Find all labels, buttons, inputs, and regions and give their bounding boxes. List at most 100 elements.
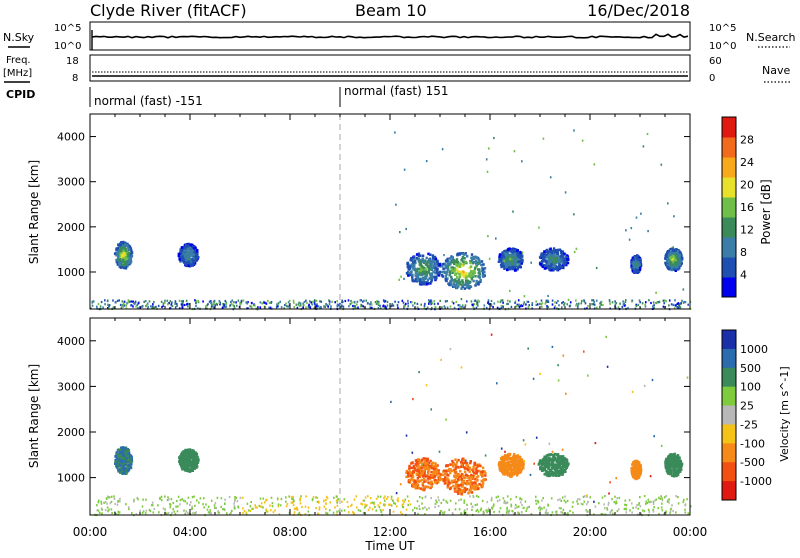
heatmap-cell xyxy=(514,472,516,475)
heatmap-cell xyxy=(519,306,521,308)
heatmap-cell xyxy=(305,306,307,308)
heatmap-cell xyxy=(639,258,641,261)
heatmap-cell xyxy=(450,284,452,287)
heatmap-cell xyxy=(687,304,689,306)
heatmap-cell xyxy=(104,303,106,305)
heatmap-cell xyxy=(507,453,509,456)
heatmap-cell xyxy=(450,486,452,489)
heatmap-cell xyxy=(435,268,437,271)
heatmap-cell xyxy=(424,305,426,307)
heatmap-cell xyxy=(350,303,352,305)
heatmap-cell xyxy=(434,475,436,478)
heatmap-cell xyxy=(119,464,121,467)
heatmap-cell xyxy=(394,131,396,133)
heatmap-cell xyxy=(602,304,604,306)
heatmap-cell xyxy=(549,463,551,466)
heatmap-cell xyxy=(596,300,598,302)
heatmap-cell xyxy=(498,258,500,261)
heatmap-cell xyxy=(420,270,422,273)
heatmap-cell xyxy=(541,469,543,472)
heatmap-cell xyxy=(473,306,475,308)
heatmap-cell xyxy=(465,273,467,276)
heatmap-cell xyxy=(556,257,558,260)
heatmap-cell xyxy=(230,301,232,303)
heatmap-cell xyxy=(506,254,508,257)
heatmap-cell xyxy=(459,470,461,473)
heatmap-cell xyxy=(420,474,422,477)
heatmap-cell xyxy=(300,302,302,304)
heatmap-cell xyxy=(422,277,424,280)
heatmap-cell xyxy=(456,301,458,303)
heatmap-cell xyxy=(487,235,489,237)
heatmap-cell xyxy=(152,303,154,305)
heatmap-cell xyxy=(514,150,516,152)
heatmap-cell xyxy=(544,267,546,270)
heatmap-cell xyxy=(635,477,637,480)
heatmap-cell xyxy=(336,300,338,302)
heatmap-cell xyxy=(544,464,546,467)
noise-right-tick-bottom: 10^0 xyxy=(709,41,736,52)
heatmap-cell xyxy=(506,258,508,261)
heatmap-cell xyxy=(435,306,437,308)
heatmap-cell xyxy=(548,265,550,268)
heatmap-cell xyxy=(419,263,421,266)
heatmap-cell xyxy=(570,301,572,303)
heatmap-cell xyxy=(495,237,497,239)
heatmap-cell xyxy=(416,253,418,256)
heatmap-cell xyxy=(675,263,677,266)
heatmap-cell xyxy=(240,303,242,305)
heatmap-cell xyxy=(517,263,519,265)
heatmap-cell xyxy=(508,466,510,469)
heatmap-cell xyxy=(623,303,625,305)
heatmap-cell xyxy=(254,304,256,306)
heatmap-cell xyxy=(474,275,476,278)
y-tick-label: 4000 xyxy=(57,131,85,144)
heatmap-cell xyxy=(455,467,457,470)
heatmap-cell xyxy=(625,299,627,301)
heatmap-cell xyxy=(473,468,475,471)
heatmap-cell xyxy=(164,302,166,304)
velocity-heatmap xyxy=(94,334,691,517)
heatmap-cell xyxy=(161,301,163,303)
heatmap-cell xyxy=(674,299,676,301)
heatmap-cell xyxy=(635,255,637,258)
heatmap-cell xyxy=(547,255,549,258)
heatmap-cell xyxy=(107,304,109,306)
heatmap-cell xyxy=(672,252,674,255)
heatmap-cell xyxy=(119,454,121,457)
heatmap-cell xyxy=(164,300,166,302)
heatmap-cell xyxy=(413,255,415,258)
heatmap-cell xyxy=(478,258,480,261)
heatmap-cell xyxy=(428,299,430,301)
y-tick-label: 3000 xyxy=(57,176,85,189)
heatmap-cell xyxy=(486,158,488,160)
heatmap-cell xyxy=(622,306,624,308)
heatmap-cell xyxy=(464,287,466,290)
heatmap-cell xyxy=(507,300,509,302)
heatmap-cell xyxy=(445,259,447,262)
heatmap-cell xyxy=(135,301,137,303)
heatmap-cell xyxy=(179,300,181,302)
heatmap-cell xyxy=(639,267,641,270)
heatmap-cell xyxy=(367,302,369,304)
heatmap-cell xyxy=(184,449,186,452)
heatmap-cell xyxy=(211,306,213,308)
heatmap-cell xyxy=(669,299,671,301)
heatmap-cell xyxy=(187,463,189,466)
heatmap-cell xyxy=(677,455,679,458)
heatmap-cell xyxy=(437,303,439,305)
heatmap-cell xyxy=(115,301,117,303)
heatmap-cell xyxy=(459,262,461,265)
heatmap-cell xyxy=(462,256,464,259)
heatmap-cell xyxy=(516,455,518,458)
heatmap-cell xyxy=(119,459,121,462)
heatmap-cell xyxy=(503,260,505,262)
heatmap-cell xyxy=(668,304,670,306)
heatmap-cell xyxy=(428,303,430,305)
heatmap-cell xyxy=(415,486,417,489)
heatmap-cell xyxy=(549,457,551,460)
heatmap-cell xyxy=(503,471,505,474)
heatmap-cell xyxy=(121,242,123,245)
heatmap-cell xyxy=(421,265,423,268)
heatmap-cell xyxy=(558,304,560,306)
